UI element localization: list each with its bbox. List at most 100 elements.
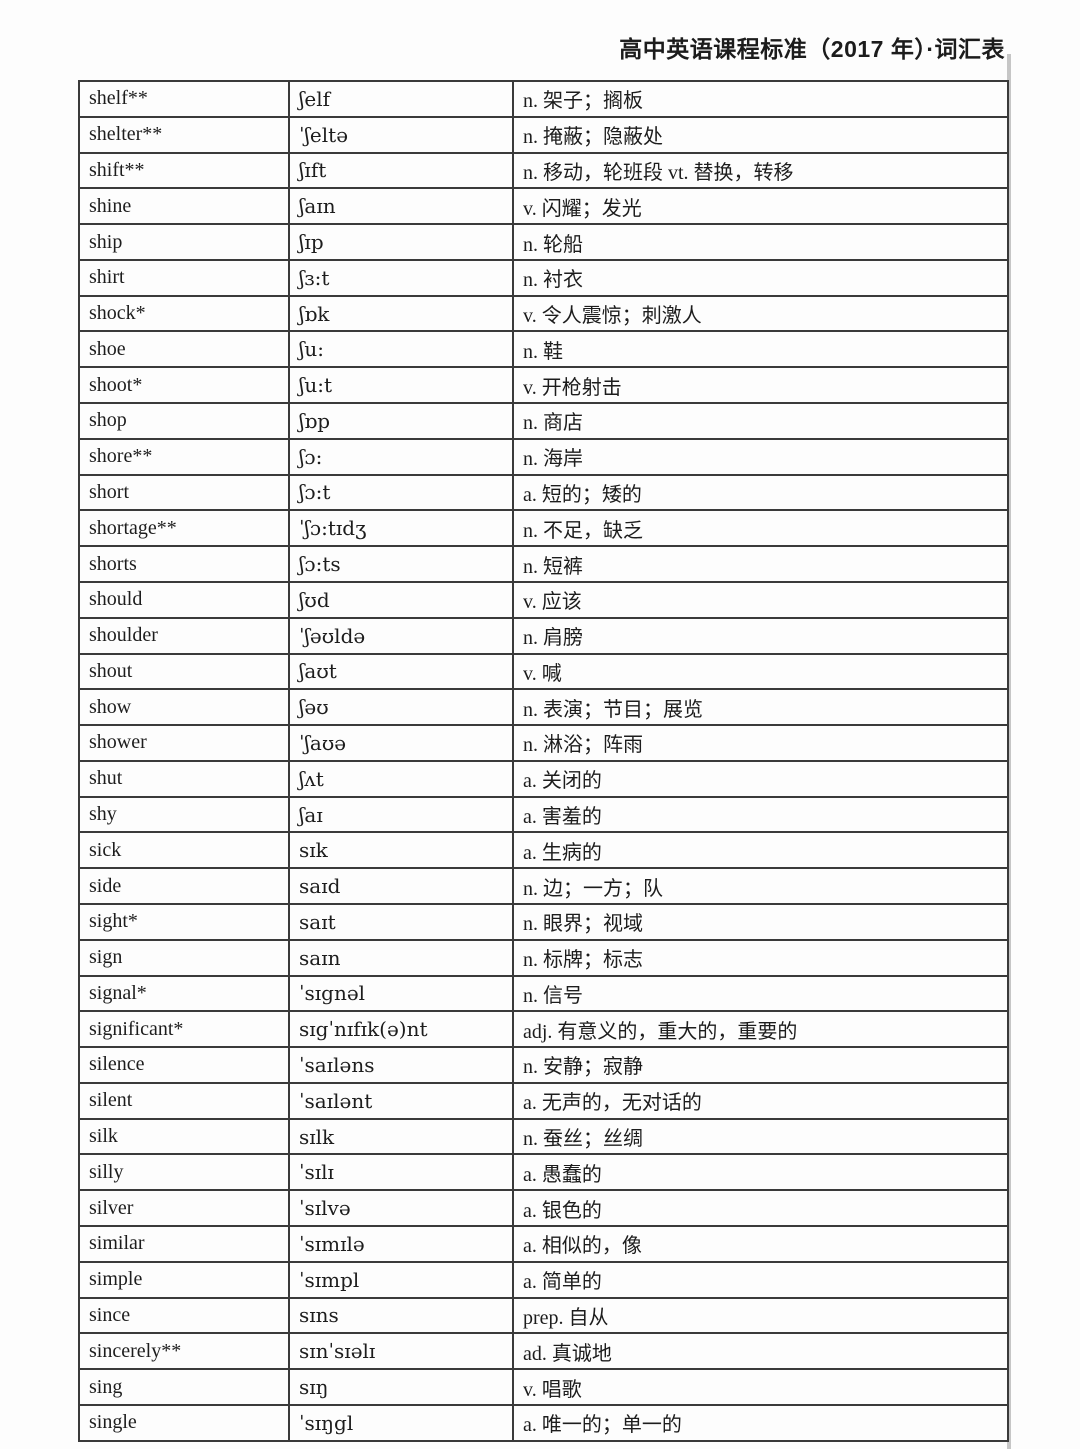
- definition-cell: n. 衬衣: [512, 258, 1009, 297]
- phonetic-cell: ʃelf: [288, 80, 514, 118]
- table-row: shower ˈʃaʊə n. 淋浴；阵雨: [78, 724, 1009, 762]
- definition-cell: ad. 真诚地: [512, 1332, 1009, 1371]
- definition-cell: n. 商店: [512, 402, 1009, 440]
- definition-cell: a. 简单的: [512, 1260, 1009, 1299]
- word-cell: shelf**: [78, 80, 290, 118]
- definition-cell: n. 淋浴；阵雨: [512, 724, 1009, 762]
- phonetic-cell: ʃʌt: [288, 759, 514, 798]
- table-row: shortage** ˈʃɔ:tɪdʒ n. 不足，缺乏: [78, 509, 1009, 548]
- phonetic-cell: ˈsɪlvə: [288, 1189, 514, 1227]
- phonetic-cell: ʃu:: [288, 330, 514, 369]
- phonetic-cell: ʃɪft: [288, 151, 514, 190]
- word-cell: silent: [78, 1081, 290, 1120]
- phonetic-cell: sɪgˈnɪfɪk(ə)nt: [288, 1010, 514, 1049]
- table-row: shelf** ʃelf n. 架子；搁板: [78, 80, 1009, 118]
- word-cell: similar: [78, 1225, 290, 1263]
- word-cell: shy: [78, 795, 290, 834]
- definition-cell: a. 无声的，无对话的: [512, 1081, 1009, 1120]
- definition-cell: v. 唱歌: [512, 1368, 1009, 1406]
- word-cell: short: [78, 473, 290, 512]
- table-row: shut ʃʌt a. 关闭的: [78, 759, 1009, 798]
- word-cell: shift**: [78, 151, 290, 190]
- word-cell: shirt: [78, 258, 290, 297]
- table-row: should ʃʊd v. 应该: [78, 580, 1009, 619]
- phonetic-cell: ˈsɪmpl: [288, 1260, 514, 1299]
- definition-cell: v. 开枪射击: [512, 366, 1009, 405]
- phonetic-cell: ˈsɪŋgl: [288, 1403, 514, 1443]
- definition-cell: n. 架子；搁板: [512, 80, 1009, 118]
- word-cell: silence: [78, 1046, 290, 1084]
- definition-cell: n. 眼界；视域: [512, 902, 1009, 941]
- word-cell: sincerely**: [78, 1332, 290, 1371]
- definition-cell: a. 相似的，像: [512, 1225, 1009, 1263]
- phonetic-cell: ʃɔ:t: [288, 473, 514, 512]
- word-cell: shelter**: [78, 115, 290, 154]
- table-row: sick sɪk a. 生病的: [78, 831, 1009, 870]
- table-row: silk sɪlk n. 蚕丝；丝绸: [78, 1117, 1009, 1156]
- table-row: signal* ˈsɪgnəl n. 信号: [78, 974, 1009, 1013]
- table-row: shop ʃɒp n. 商店: [78, 402, 1009, 440]
- table-row: short ʃɔ:t a. 短的；矮的: [78, 473, 1009, 512]
- table-row: shy ʃaɪ a. 害羞的: [78, 795, 1009, 834]
- table-row: shine ʃaɪn v. 闪耀；发光: [78, 187, 1009, 226]
- scan-edge-line: [1007, 54, 1011, 1449]
- phonetic-cell: ˈsɪgnəl: [288, 974, 514, 1013]
- definition-cell: v. 应该: [512, 580, 1009, 619]
- word-cell: shoe: [78, 330, 290, 369]
- phonetic-cell: ˈsɪmɪlə: [288, 1225, 514, 1263]
- word-cell: significant*: [78, 1010, 290, 1049]
- definition-cell: n. 移动，轮班段 vt. 替换，转移: [512, 151, 1009, 190]
- definition-cell: prep. 自从: [512, 1296, 1009, 1335]
- phonetic-cell: sɪnˈsɪəlɪ: [288, 1332, 514, 1371]
- table-row: shorts ʃɔ:ts n. 短裤: [78, 545, 1009, 583]
- phonetic-cell: ˈʃeltə: [288, 115, 514, 154]
- table-row: silence ˈsaɪləns n. 安静；寂静: [78, 1046, 1009, 1084]
- word-cell: silver: [78, 1189, 290, 1227]
- definition-cell: a. 愚蠢的: [512, 1153, 1009, 1192]
- word-cell: show: [78, 688, 290, 727]
- phonetic-cell: ʃaʊt: [288, 652, 514, 691]
- definition-cell: a. 短的；矮的: [512, 473, 1009, 512]
- phonetic-cell: ʃu:t: [288, 366, 514, 405]
- phonetic-cell: ʃaɪn: [288, 187, 514, 226]
- word-cell: shower: [78, 724, 290, 762]
- phonetic-cell: sɪk: [288, 831, 514, 870]
- definition-cell: a. 生病的: [512, 831, 1009, 870]
- definition-cell: n. 鞋: [512, 330, 1009, 369]
- word-cell: signal*: [78, 974, 290, 1013]
- definition-cell: n. 信号: [512, 974, 1009, 1013]
- word-cell: shorts: [78, 545, 290, 583]
- phonetic-cell: ʃəʊ: [288, 688, 514, 727]
- definition-cell: a. 害羞的: [512, 795, 1009, 834]
- table-row: similar ˈsɪmɪlə a. 相似的，像: [78, 1225, 1009, 1263]
- definition-cell: n. 轮船: [512, 223, 1009, 261]
- table-row: sight* saɪt n. 眼界；视域: [78, 902, 1009, 941]
- definition-cell: adj. 有意义的，重大的，重要的: [512, 1010, 1009, 1049]
- definition-cell: n. 标牌；标志: [512, 938, 1009, 977]
- definition-cell: a. 关闭的: [512, 759, 1009, 798]
- phonetic-cell: ʃaɪ: [288, 795, 514, 834]
- phonetic-cell: saɪd: [288, 867, 514, 905]
- phonetic-cell: ʃɜ:t: [288, 258, 514, 297]
- table-row: single ˈsɪŋgl a. 唯一的；单一的: [78, 1403, 1009, 1443]
- table-row: shirt ʃɜ:t n. 衬衣: [78, 258, 1009, 297]
- word-cell: sing: [78, 1368, 290, 1406]
- table-row: silent ˈsaɪlənt a. 无声的，无对话的: [78, 1081, 1009, 1120]
- definition-cell: n. 肩膀: [512, 616, 1009, 655]
- vocab-table-body: shelf** ʃelf n. 架子；搁板 shelter** ˈʃeltə n. 掩蔽；…: [78, 80, 1009, 1443]
- phonetic-cell: ʃɒk: [288, 294, 514, 333]
- phonetic-cell: ˈʃaʊə: [288, 724, 514, 762]
- table-row: ship ʃɪp n. 轮船: [78, 223, 1009, 261]
- word-cell: should: [78, 580, 290, 619]
- phonetic-cell: ˈsaɪlənt: [288, 1081, 514, 1120]
- word-cell: since: [78, 1296, 290, 1335]
- table-row: show ʃəʊ n. 表演；节目；展览: [78, 688, 1009, 727]
- table-row: shock* ʃɒk v. 令人震惊；刺激人: [78, 294, 1009, 333]
- definition-cell: n. 掩蔽；隐蔽处: [512, 115, 1009, 154]
- phonetic-cell: ʃɔ:ts: [288, 545, 514, 583]
- definition-cell: n. 边；一方；队: [512, 867, 1009, 905]
- phonetic-cell: ʃɪp: [288, 223, 514, 261]
- table-row: simple ˈsɪmpl a. 简单的: [78, 1260, 1009, 1299]
- table-row: significant* sɪgˈnɪfɪk(ə)nt adj. 有意义的，重大的，…: [78, 1010, 1009, 1049]
- phonetic-cell: sɪŋ: [288, 1368, 514, 1406]
